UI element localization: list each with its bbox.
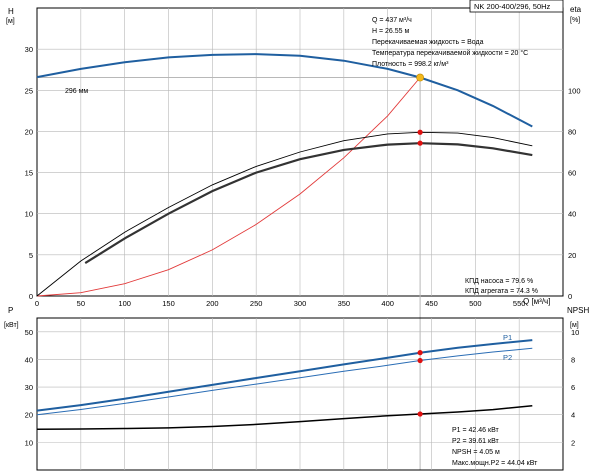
- info-p1: P1 = 42.46 кВт: [452, 427, 500, 434]
- power-npsh-marker: [417, 411, 423, 417]
- power-npsh-marker: [417, 350, 423, 356]
- y-right-unit-lower: [м]: [570, 322, 579, 329]
- upper-grid: [37, 8, 563, 296]
- y-right-tick-label: 0: [568, 292, 572, 301]
- x-tick-label: 300: [294, 299, 307, 308]
- efficiency-labels: КПД насоса = 79.6 % КПД агрегата = 74.3 …: [465, 278, 538, 295]
- npsh-tick-label: 4: [571, 411, 575, 420]
- y-left-label-upper: H: [8, 7, 14, 16]
- y-right-tick-label: 60: [568, 169, 576, 178]
- x-tick-label: 500: [469, 299, 482, 308]
- upper-curves: [36, 53, 533, 470]
- y-left-tick-label: 25: [25, 86, 33, 95]
- power-info-block: P1 = 42.46 кВт P2 = 39.61 кВт NPSH = 4.0…: [452, 427, 538, 467]
- p2-curve: [36, 347, 533, 416]
- chart-title: NK 200-400/296, 50Hz: [474, 2, 551, 11]
- y-right-tick-label: 20: [568, 251, 576, 260]
- info-density: Плотность = 998.2 кг/м³: [372, 61, 449, 68]
- power-npsh-marker: [417, 357, 423, 364]
- lower-markers: [417, 350, 423, 417]
- y-right-unit-upper: [%]: [570, 17, 580, 24]
- upper-tick-labels: 0 50 100 150 200 250 300 350 400 450 500 5500510152…: [25, 45, 581, 308]
- npsh-tick-label: 10: [571, 328, 579, 337]
- y-right-label-upper: eta: [570, 5, 582, 14]
- x-tick-label: 200: [206, 299, 219, 308]
- unit-efficiency-curve: [84, 142, 533, 265]
- power-tick-label: 30: [25, 383, 33, 392]
- y-right-tick-label: 100: [568, 86, 581, 95]
- y-left-unit-lower: [кВт]: [4, 322, 19, 329]
- y-left-tick-label: 15: [25, 169, 33, 178]
- power-tick-label: 20: [25, 411, 33, 420]
- info-liquid: Перекачиваемая жидкость = Вода: [372, 39, 484, 46]
- npsh-tick-label: 2: [571, 438, 575, 447]
- x-tick-label: 100: [118, 299, 131, 308]
- x-tick-label: 150: [162, 299, 175, 308]
- npsh-tick-label: 8: [571, 355, 575, 364]
- x-tick-label: 50: [77, 299, 85, 308]
- y-right-label-lower: NPSH: [567, 306, 589, 315]
- title-box: [469, 0, 564, 13]
- efficiency-marker: [417, 140, 423, 146]
- npsh-curve: [36, 404, 533, 430]
- y-left-tick-label: 30: [25, 45, 33, 54]
- upper-markers: [416, 73, 425, 146]
- pump-efficiency-label: КПД насоса = 79.6 %: [465, 278, 533, 285]
- lower-curves: [36, 339, 533, 430]
- info-max-power: Макс.мощн.P2 = 44.04 кВт: [452, 460, 538, 467]
- efficiency-marker: [417, 129, 423, 135]
- power-tick-label: 40: [25, 355, 33, 364]
- x-tick-label: 400: [381, 299, 394, 308]
- unit-efficiency-label: КПД агрегата = 74.3 %: [465, 288, 538, 295]
- pump-efficiency-curve: [36, 131, 533, 297]
- y-right-tick-label: 40: [568, 210, 576, 219]
- x-tick-label: 550: [513, 299, 526, 308]
- duty-info-block: Q = 437 м³/ч H = 26.55 м Перекачиваемая …: [372, 17, 528, 68]
- power-tick-label: 50: [25, 328, 33, 337]
- series-label-p1: P1: [503, 333, 512, 342]
- npsh-tick-label: 6: [571, 383, 575, 392]
- impeller-diameter-label: 296 мм: [65, 88, 88, 95]
- y-left-tick-label: 5: [29, 251, 33, 260]
- lower-grid: [37, 318, 563, 470]
- x-tick-label: 350: [338, 299, 351, 308]
- lower-tick-labels: 10 20 30 40 50 2 4 6 8 10: [25, 328, 580, 448]
- y-right-tick-label: 80: [568, 127, 576, 136]
- y-left-tick-label: 10: [25, 210, 33, 219]
- duty-point-marker: [416, 73, 425, 82]
- power-tick-label: 10: [25, 438, 33, 447]
- series-label-p2: P2: [503, 353, 512, 362]
- p1-curve: [36, 339, 533, 412]
- info-temperature: Температура перекачиваемой жидкости = 20…: [372, 49, 528, 57]
- x-axis-label: Q [м³/ч]: [523, 297, 550, 306]
- y-left-tick-label: 0: [29, 292, 33, 301]
- info-p2: P2 = 39.61 кВт: [452, 438, 500, 445]
- info-head: H = 26.55 м: [372, 28, 409, 35]
- y-left-tick-label: 20: [25, 127, 33, 136]
- x-tick-label: 0: [35, 299, 39, 308]
- system-curve: [36, 77, 421, 297]
- head-curve: [36, 53, 533, 128]
- y-left-label-lower: P: [8, 306, 13, 315]
- x-tick-label: 450: [425, 299, 438, 308]
- info-npsh: NPSH = 4.05 м: [452, 449, 500, 456]
- info-flow: Q = 437 м³/ч: [372, 17, 412, 24]
- y-left-unit-upper: [м]: [6, 18, 15, 25]
- x-tick-label: 250: [250, 299, 263, 308]
